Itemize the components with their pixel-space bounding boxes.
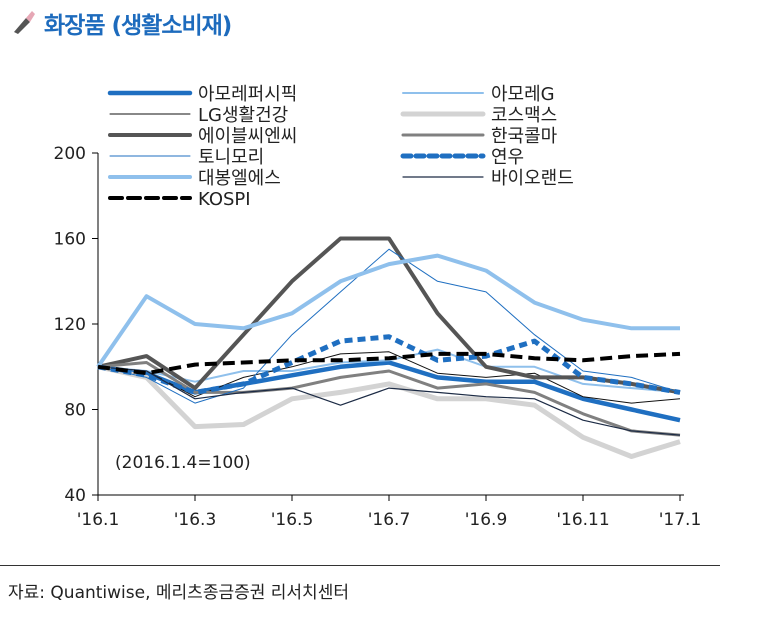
x-tick-label: '16.9 [465,510,508,530]
line-chart: 40 80 120 160 200 '16.1 '16.3 '16.5 '16.7 '16.9 '1… [54,84,702,530]
series-line-에이블씨엔씨 [97,236,681,395]
series-line-바이오랜드 [97,366,681,436]
y-tick-label: 80 [64,401,86,421]
series-line-KOSPI [97,351,681,376]
legend-label: 에이블씨엔씨 [198,126,297,147]
x-tick-label: '16.5 [271,510,314,530]
x-tick-label: '16.11 [556,510,609,530]
lipstick-icon [14,11,35,34]
page-title: 화장품 (생활소비재) [44,13,232,39]
series-line-연우 [97,334,681,395]
legend-label: 코스맥스 [491,105,557,126]
series-line-대봉엘에스 [96,253,680,368]
legend-label: 대봉엘에스 [198,168,281,189]
legend-label: 아모레퍼시픽 [198,84,297,105]
legend-label: 아모레G [491,84,555,105]
legend-label: 연우 [491,147,524,168]
legend-label: 한국콜마 [491,126,558,147]
legend-label: 토니모리 [198,147,264,168]
series-line-코스맥스 [97,364,681,459]
series-line-토니모리 [97,248,681,404]
series-line-아모레G [97,348,681,394]
y-tick-label: 200 [54,144,86,164]
legend-label: 바이오랜드 [491,168,574,189]
y-tick-label: 40 [64,486,86,506]
x-tick-label: '16.1 [77,510,120,530]
series-line-LG생활건강 [97,351,681,404]
y-tick-label: 160 [54,230,86,250]
y-tick-label: 120 [54,315,86,335]
baseline-annotation: (2016.1.4=100) [115,453,251,473]
legend-label: KOSPI [198,189,251,210]
legend-label: LG생활건강 [198,105,288,126]
x-tick-label: '16.7 [368,510,411,530]
x-tick-label: '17.1 [659,510,702,530]
source-note: 자료: Quantiwise, 메리츠종금증권 리서치센터 [8,583,349,603]
divider [0,565,720,566]
series-line-한국콜마 [97,361,681,437]
x-tick-label: '16.3 [174,510,217,530]
